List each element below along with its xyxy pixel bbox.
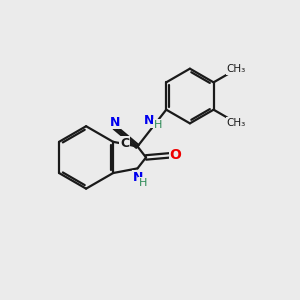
Text: H: H <box>154 120 163 130</box>
Text: N: N <box>110 116 121 128</box>
Text: C: C <box>120 137 129 150</box>
Text: CH₃: CH₃ <box>227 118 246 128</box>
Text: H: H <box>139 178 147 188</box>
Text: N: N <box>144 114 154 127</box>
Text: O: O <box>170 148 182 162</box>
Text: N: N <box>133 171 144 184</box>
Text: CH₃: CH₃ <box>227 64 246 74</box>
